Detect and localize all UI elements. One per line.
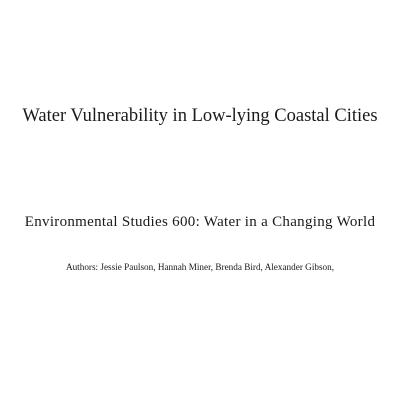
course-title: Environmental Studies 600: Water in a Ch… xyxy=(0,214,400,231)
document-title: Water Vulnerability in Low-lying Coastal… xyxy=(0,106,400,127)
authors-line: Authors: Jessie Paulson, Hannah Miner, B… xyxy=(0,262,400,272)
